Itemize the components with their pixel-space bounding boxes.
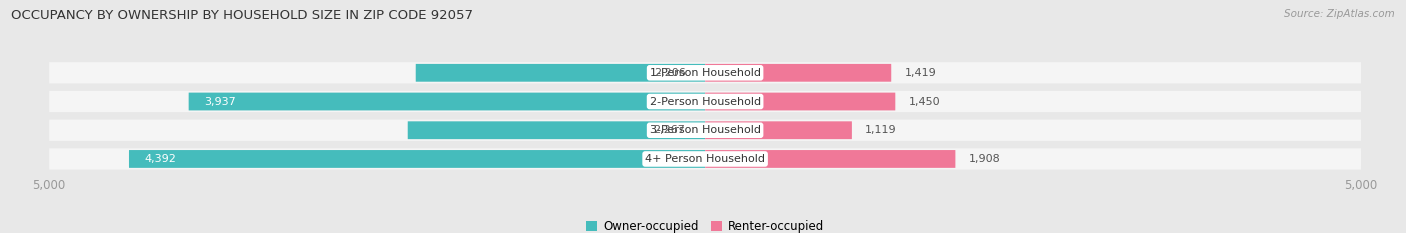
Text: 3-Person Household: 3-Person Household bbox=[650, 125, 761, 135]
Text: 2,267: 2,267 bbox=[654, 125, 686, 135]
FancyBboxPatch shape bbox=[706, 150, 956, 168]
FancyBboxPatch shape bbox=[706, 93, 896, 110]
FancyBboxPatch shape bbox=[129, 150, 706, 168]
Text: OCCUPANCY BY OWNERSHIP BY HOUSEHOLD SIZE IN ZIP CODE 92057: OCCUPANCY BY OWNERSHIP BY HOUSEHOLD SIZE… bbox=[11, 9, 474, 22]
Text: 1-Person Household: 1-Person Household bbox=[650, 68, 761, 78]
FancyBboxPatch shape bbox=[49, 148, 1361, 170]
Text: 1,119: 1,119 bbox=[865, 125, 897, 135]
Text: 1,908: 1,908 bbox=[969, 154, 1000, 164]
FancyBboxPatch shape bbox=[416, 64, 706, 82]
Text: 1,450: 1,450 bbox=[908, 96, 941, 106]
Text: 4+ Person Household: 4+ Person Household bbox=[645, 154, 765, 164]
FancyBboxPatch shape bbox=[706, 121, 852, 139]
Text: 2,206: 2,206 bbox=[654, 68, 686, 78]
FancyBboxPatch shape bbox=[49, 62, 1361, 83]
Text: Source: ZipAtlas.com: Source: ZipAtlas.com bbox=[1284, 9, 1395, 19]
FancyBboxPatch shape bbox=[706, 64, 891, 82]
Legend: Owner-occupied, Renter-occupied: Owner-occupied, Renter-occupied bbox=[586, 220, 824, 233]
Text: 2-Person Household: 2-Person Household bbox=[650, 96, 761, 106]
FancyBboxPatch shape bbox=[49, 91, 1361, 112]
Text: 1,419: 1,419 bbox=[904, 68, 936, 78]
FancyBboxPatch shape bbox=[408, 121, 706, 139]
FancyBboxPatch shape bbox=[188, 93, 706, 110]
Text: 4,392: 4,392 bbox=[145, 154, 177, 164]
Text: 3,937: 3,937 bbox=[204, 96, 236, 106]
FancyBboxPatch shape bbox=[49, 120, 1361, 141]
